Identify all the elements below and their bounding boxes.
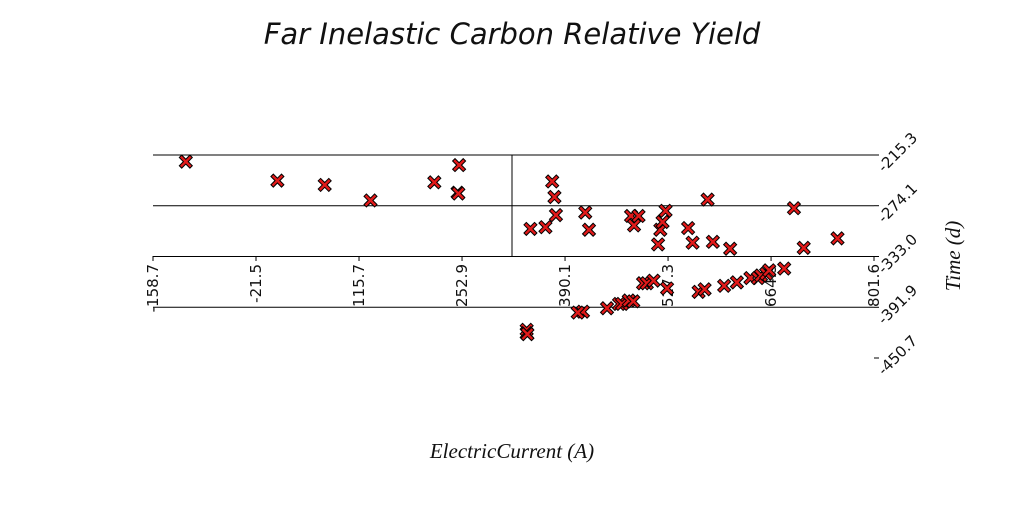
- data-point-34: [658, 203, 673, 219]
- y-tick-label-2: -333.0: [874, 230, 921, 277]
- data-point-31: [650, 237, 666, 252]
- data-point-27: [631, 208, 646, 224]
- data-point-53: [830, 231, 845, 246]
- data-point-42: [716, 278, 732, 294]
- data-point-14: [547, 189, 562, 205]
- y-tick-label-4: -450.7: [874, 332, 921, 379]
- data-point-41: [705, 234, 721, 250]
- y-axis-label: Time (d): [941, 221, 965, 292]
- y-tick-label-1: -274.1: [874, 180, 921, 227]
- x-tick-label-2: 115.7: [350, 264, 368, 307]
- data-point-30: [646, 273, 661, 288]
- data-point-17: [581, 222, 597, 237]
- y-tick-label-0: -215.3: [874, 129, 921, 176]
- data-point-40: [700, 192, 715, 207]
- data-point-11: [523, 221, 538, 237]
- data-point-44: [729, 275, 745, 290]
- data-point-22: [614, 296, 630, 312]
- chart-title: Far Inelastic Carbon Relative Yield: [264, 17, 761, 51]
- x-tick-label-1: -21.5: [247, 264, 265, 303]
- x-tick-label-3: 252.9: [453, 264, 471, 307]
- grid-lines: [153, 154, 874, 308]
- data-point-36: [680, 220, 696, 236]
- x-tick-label-7: 801.6: [865, 264, 883, 307]
- data-point-6: [451, 157, 467, 173]
- data-point-26: [626, 218, 642, 233]
- data-point-52: [796, 240, 811, 256]
- axis-ticks: -158.7-21.5115.7252.9390.1527.3664.5801.…: [144, 129, 921, 379]
- data-point-19: [570, 305, 585, 320]
- data-point-50: [776, 261, 792, 276]
- data-point-3: [363, 193, 378, 208]
- data-point-2: [317, 177, 332, 193]
- data-point-12: [538, 219, 553, 235]
- data-points: [178, 154, 845, 342]
- data-point-16: [578, 205, 593, 220]
- data-point-20: [599, 301, 615, 316]
- data-point-15: [548, 207, 564, 223]
- data-point-10: [520, 326, 535, 342]
- data-point-0: [178, 154, 194, 169]
- data-point-39: [697, 282, 712, 297]
- data-point-51: [786, 201, 802, 216]
- data-point-49: [761, 263, 777, 278]
- data-point-4: [427, 175, 442, 190]
- data-point-13: [544, 174, 560, 189]
- data-point-35: [659, 281, 675, 296]
- x-tick-label-0: -158.7: [144, 264, 162, 312]
- x-tick-label-4: 390.1: [556, 264, 574, 307]
- data-point-33: [655, 214, 670, 230]
- x-axis-label: ElectricCurrent (A): [429, 439, 594, 463]
- data-point-7: [451, 186, 466, 201]
- data-point-43: [722, 241, 738, 256]
- data-point-1: [270, 173, 285, 188]
- data-point-24: [626, 294, 641, 309]
- data-point-37: [685, 235, 700, 250]
